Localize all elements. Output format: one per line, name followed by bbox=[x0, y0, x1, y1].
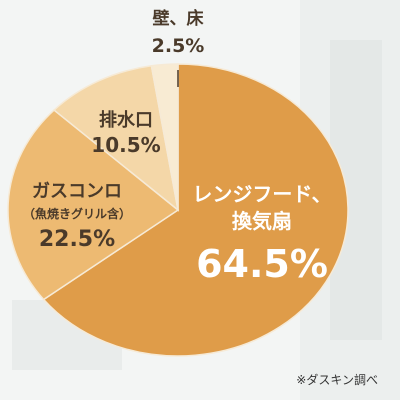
pie-label-2: ガスコンロ （魚焼きグリル含） 22.5% bbox=[23, 181, 131, 252]
pie-slice-4 bbox=[150, 63, 179, 211]
slice-label-2-line-1: ガスコンロ bbox=[32, 181, 122, 202]
pie-slice-1 bbox=[42, 63, 349, 357]
slice-label-1-line-1: レンジフード、 bbox=[192, 182, 331, 206]
pie-slices bbox=[7, 63, 349, 357]
pie-label-1: レンジフード、 換気扇 64.5% bbox=[192, 182, 331, 286]
slice-label-2-line-2: （魚焼きグリル含） bbox=[23, 206, 131, 221]
source-note: ※ダスキン調べ bbox=[296, 373, 378, 387]
slice-label-1-line-2: 換気扇 bbox=[232, 209, 292, 233]
slice-value-2: 22.5% bbox=[39, 227, 115, 252]
slice-value-4: 2.5% bbox=[152, 35, 205, 57]
slice-value-1: 64.5% bbox=[196, 242, 328, 286]
pie-label-3: 排水口 10.5% bbox=[91, 109, 160, 157]
slice-label-3-line-1: 排水口 bbox=[99, 109, 153, 131]
slice-label-4-line-1: 壁、床 bbox=[153, 8, 205, 29]
slice-value-3: 10.5% bbox=[91, 133, 160, 157]
pie-slice-2 bbox=[7, 109, 180, 301]
pie-slice-3 bbox=[52, 64, 180, 212]
pie-label-4: 壁、床 2.5% bbox=[152, 8, 205, 57]
